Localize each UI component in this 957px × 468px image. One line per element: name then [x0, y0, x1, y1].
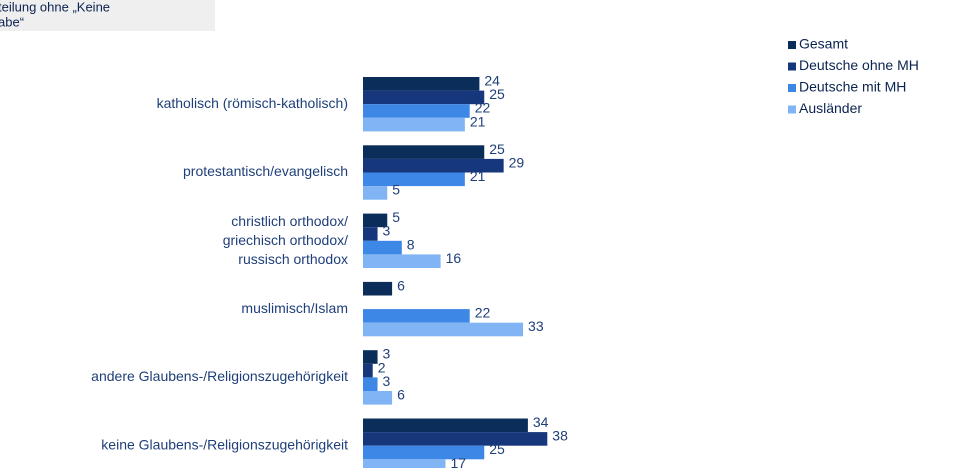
value-label: 3	[383, 373, 391, 389]
bar	[363, 350, 378, 364]
value-label: 3	[383, 346, 391, 362]
value-label: 25	[489, 141, 505, 157]
bar	[363, 254, 441, 268]
value-label: 33	[528, 318, 544, 334]
bar	[363, 445, 485, 460]
legend-swatch	[788, 105, 796, 114]
bar	[363, 377, 378, 391]
category-label: katholisch (römisch-katholisch)	[157, 95, 348, 111]
legend-label: Gesamt	[799, 36, 848, 52]
value-label: 8	[407, 236, 415, 252]
bar	[363, 77, 480, 91]
category-label: protestantisch/evangelisch	[183, 163, 348, 179]
value-label: 38	[552, 428, 568, 444]
value-label: 3	[383, 223, 391, 239]
bar	[363, 117, 465, 132]
category-label: keine Glaubens-/Religionszugehörigkeit	[101, 436, 348, 452]
bar	[363, 172, 465, 187]
note-box	[0, 0, 215, 31]
value-label: 24	[484, 73, 500, 89]
category-label: christlich orthodox/griechisch orthodox/…	[223, 213, 348, 267]
value-label: 21	[470, 113, 486, 129]
legend-swatch	[788, 62, 796, 71]
value-label: 34	[533, 414, 549, 430]
value-label: 6	[397, 387, 405, 403]
bar	[363, 186, 388, 200]
bar	[363, 104, 470, 118]
value-label: 5	[392, 182, 400, 198]
legend-swatch	[788, 84, 796, 92]
legend-label: Deutsche ohne MH	[799, 57, 919, 73]
value-label: 21	[470, 168, 486, 184]
value-label: 22	[475, 305, 491, 321]
value-label: 29	[509, 154, 525, 170]
value-label: 22	[475, 100, 491, 116]
category-label: muslimisch/Islam	[241, 300, 348, 316]
bar	[363, 145, 485, 159]
note-text: abe“	[0, 14, 24, 29]
bar	[363, 322, 524, 337]
legend-swatch	[788, 41, 796, 49]
bar	[363, 363, 373, 378]
value-label: 6	[397, 277, 405, 293]
bar	[363, 281, 393, 296]
note-text: teilung ohne „Keine	[0, 0, 110, 14]
value-label: 16	[446, 250, 462, 266]
value-label: 17	[450, 455, 466, 468]
legend-label: Ausländer	[799, 100, 862, 116]
bar	[363, 227, 378, 241]
legend-label: Deutsche mit MH	[799, 79, 906, 95]
bar	[363, 309, 470, 323]
bar	[363, 213, 388, 228]
bar	[363, 90, 485, 105]
value-label: 25	[489, 86, 505, 102]
value-label: 5	[392, 209, 400, 225]
bar	[363, 391, 393, 405]
bar	[363, 418, 528, 433]
value-label: 2	[378, 359, 386, 375]
bar	[363, 459, 446, 468]
bar	[363, 432, 548, 446]
bar	[363, 240, 402, 255]
value-label: 25	[489, 441, 505, 457]
category-label: andere Glaubens-/Religionszugehörigkeit	[91, 368, 348, 384]
bar	[363, 158, 504, 173]
